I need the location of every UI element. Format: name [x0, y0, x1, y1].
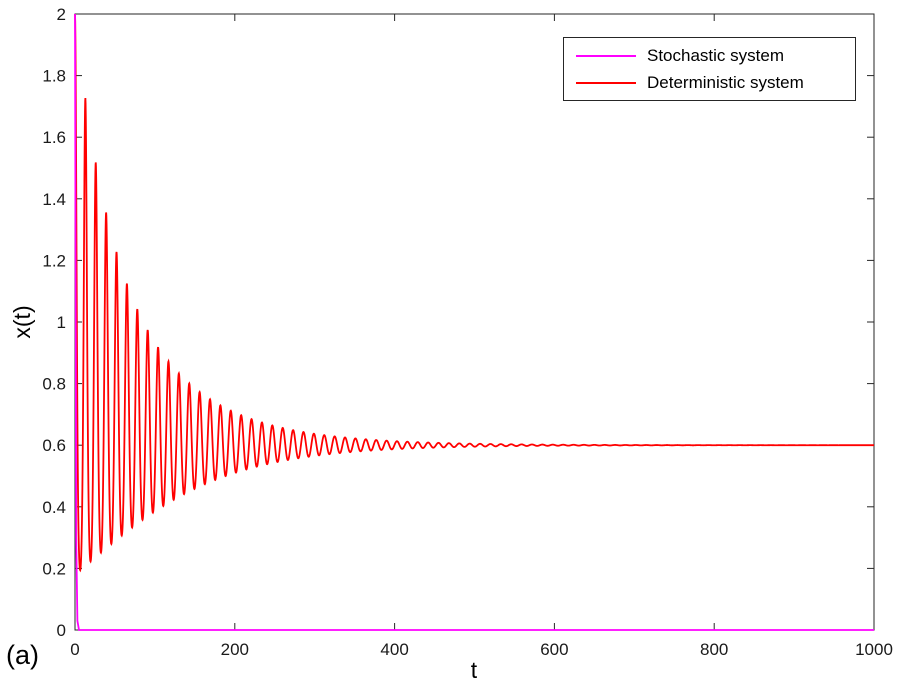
- x-tick-label: 800: [700, 640, 728, 659]
- legend-line-stochastic: [576, 54, 636, 57]
- x-tick-label: 400: [380, 640, 408, 659]
- legend-line-deterministic: [576, 81, 636, 84]
- y-tick-label: 1.4: [42, 190, 66, 209]
- legend-entry-deterministic: Deterministic system: [576, 74, 855, 91]
- y-tick-label: 0.4: [42, 498, 66, 517]
- x-tick-label: 0: [70, 640, 79, 659]
- legend-label-stochastic: Stochastic system: [647, 46, 784, 65]
- y-tick-label: 1.6: [42, 128, 66, 147]
- plot-box: [74, 13, 875, 631]
- y-tick-label: 1: [57, 313, 66, 332]
- y-axis-label: x(t): [9, 305, 35, 338]
- stochastic-curve: [74, 13, 874, 631]
- deterministic-curve: [74, 13, 874, 573]
- legend-label-deterministic: Deterministic system: [647, 73, 804, 92]
- y-tick-label: 0.6: [42, 436, 66, 455]
- subfigure-label: (a): [6, 640, 39, 670]
- legend: Stochastic system Deterministic system: [563, 37, 856, 101]
- y-tick-label: 1.8: [42, 67, 66, 86]
- x-tick-label: 600: [540, 640, 568, 659]
- y-tick-label: 0: [57, 621, 66, 640]
- legend-entry-stochastic: Stochastic system: [576, 47, 855, 64]
- y-tick-label: 0.2: [42, 559, 66, 578]
- y-tick-label: 2: [57, 5, 66, 24]
- y-tick-label: 1.2: [42, 251, 66, 270]
- x-axis-label: t: [471, 657, 478, 683]
- plot-generated-layer: 0 200 400 600 800 1000 0 0.2 0.4 0.6 0.8 1 1.2 1.4 1.6…: [42, 5, 893, 659]
- x-tick-label: 1000: [855, 640, 893, 659]
- y-tick-label: 0.8: [42, 375, 66, 394]
- x-tick-label: 200: [221, 640, 249, 659]
